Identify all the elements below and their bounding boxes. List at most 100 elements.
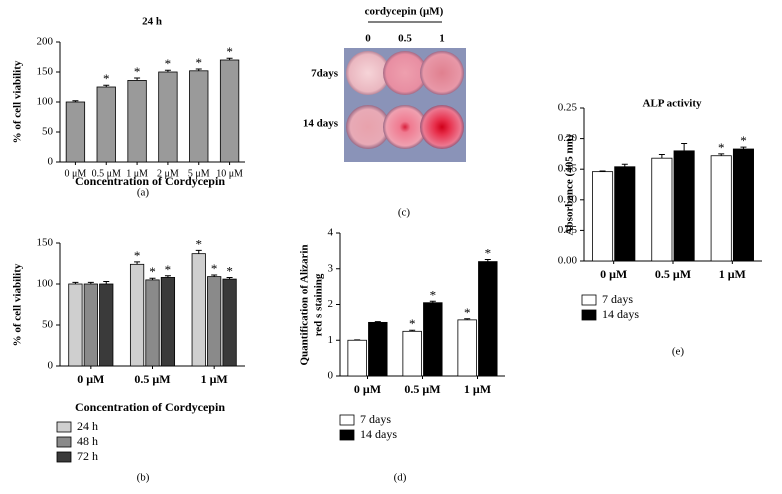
legend-label: 14 days — [602, 307, 639, 321]
bar — [189, 70, 209, 163]
image-panel: cordycepin (μM) 0 0.5 1 7days 14 days (c… — [303, 6, 466, 219]
bar — [65, 101, 86, 163]
error-bar — [409, 329, 416, 332]
error-bar — [599, 170, 606, 172]
significance-label: * — [196, 236, 203, 251]
bar — [673, 150, 695, 262]
y-axis-label: Absorbance (405 nm) — [564, 134, 576, 235]
y-axis-label: % of cell viability — [12, 60, 24, 143]
y-tick-label: 0.00 — [558, 255, 578, 267]
y-tick-label: 0.15 — [558, 163, 578, 175]
bar — [423, 302, 443, 377]
column-label: 1 — [439, 33, 445, 45]
significance-label: * — [226, 263, 233, 278]
bar — [83, 283, 98, 367]
significance-label: * — [149, 264, 156, 279]
well — [420, 105, 464, 149]
x-tick-label: 2 μM — [157, 168, 179, 179]
y-tick-label: 3 — [328, 262, 334, 274]
bar — [710, 155, 732, 262]
bar — [207, 276, 222, 367]
y-tick-label: 50 — [42, 319, 54, 331]
error-bar — [740, 146, 747, 150]
legend-label: 72 h — [77, 449, 98, 463]
y-tick-label: 0.20 — [558, 132, 578, 144]
row-label: 14 days — [303, 118, 339, 130]
error-bar — [464, 318, 471, 320]
x-tick-label: 0 μM — [354, 382, 381, 396]
x-tick-label: 0.5 μM — [655, 267, 691, 281]
panel-label: (d) — [394, 472, 407, 484]
well — [383, 51, 427, 95]
column-label: 0 — [365, 33, 371, 45]
y-tick-label: 0 — [48, 156, 54, 168]
chart-title: 24 h — [142, 16, 162, 28]
error-bar — [374, 321, 381, 323]
bar — [457, 319, 477, 377]
y-axis-label: Quantification of Alizarin — [299, 245, 311, 366]
panel-title: cordycepin (μM) — [365, 6, 444, 18]
column-label: 0.5 — [398, 33, 412, 45]
error-bar — [72, 100, 79, 102]
legend-swatch — [581, 309, 597, 321]
well — [383, 105, 427, 149]
bar — [651, 157, 673, 262]
bar — [478, 261, 498, 377]
significance-label: * — [134, 248, 141, 263]
significance-label: * — [165, 262, 172, 277]
legend-label: 7 days — [360, 412, 391, 426]
y-tick-label: 1 — [328, 334, 334, 346]
error-bar — [621, 163, 628, 167]
error-bar — [484, 258, 491, 262]
y-tick-label: 2 — [328, 298, 334, 310]
y-tick-label: 4 — [328, 227, 334, 239]
bar — [145, 279, 160, 367]
bar — [191, 253, 206, 367]
y-tick-label: 0 — [48, 360, 54, 372]
error-bar — [164, 69, 171, 72]
panel-label: (e) — [672, 346, 685, 358]
error-bar — [429, 300, 436, 303]
x-tick-label: 5 μM — [188, 168, 210, 179]
error-bar — [103, 281, 110, 284]
x-tick-label: 1 μM — [201, 372, 228, 386]
y-tick-label: 0 — [328, 370, 334, 382]
error-bar — [226, 276, 233, 280]
bar — [219, 59, 240, 163]
legend-swatch — [56, 451, 72, 463]
bar — [127, 80, 147, 163]
bar — [592, 171, 614, 262]
significance-label: * — [464, 305, 471, 320]
y-axis-label: % of cell viability — [12, 263, 24, 346]
y-tick-label: 50 — [42, 126, 54, 138]
y-tick-label: 100 — [37, 96, 54, 108]
bar — [614, 166, 636, 262]
significance-label: * — [409, 316, 416, 331]
x-tick-label: 0 μM — [600, 267, 627, 281]
y-tick-label: 100 — [37, 278, 54, 290]
chart-title: ALP activity — [643, 98, 702, 110]
bar — [368, 321, 388, 377]
legend-swatch — [56, 436, 72, 448]
row-label: 7days — [311, 68, 339, 80]
error-bar — [195, 68, 202, 71]
x-tick-label: 1 μM — [464, 382, 491, 396]
significance-label: * — [485, 245, 492, 260]
bar — [347, 339, 367, 377]
x-axis-label: Concentration of Cordycepin — [75, 174, 225, 188]
bar — [160, 277, 176, 367]
x-tick-label: 0.5 μM — [134, 372, 170, 386]
legend-label: 48 h — [77, 434, 98, 448]
significance-label: * — [430, 287, 437, 302]
error-bar — [164, 275, 171, 278]
legend-swatch — [339, 414, 355, 426]
bar — [96, 86, 116, 163]
panel-label: (c) — [398, 207, 411, 219]
error-bar — [681, 142, 688, 151]
significance-label: * — [718, 140, 725, 155]
bar — [68, 283, 83, 367]
legend-swatch — [56, 421, 72, 433]
y-axis-label: red s staining — [313, 273, 325, 336]
significance-label: * — [740, 133, 747, 148]
